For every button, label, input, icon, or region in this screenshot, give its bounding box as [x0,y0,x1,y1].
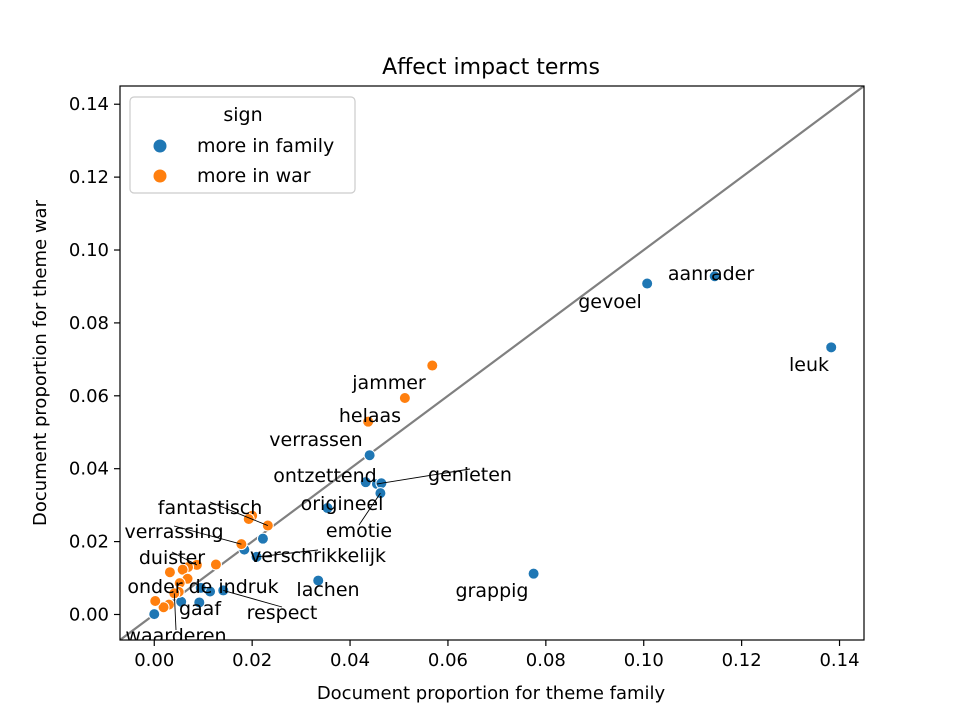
leader-line-duister [171,551,198,566]
x-axis-label: Document proportion for theme family [317,683,666,704]
point-more-in-family-lachen [312,574,325,587]
point-more-in-family-onder-de-indruk [194,581,207,594]
point-more-in-family [363,449,376,462]
point-annotations: leuk aanrader gevoel grappig genieten ontzett… [124,263,829,647]
x-tick-label: 0.14 [819,650,859,671]
point-more-in-war [163,566,176,579]
chart-title: Affect impact terms [382,55,600,80]
x-tick-label: 0.12 [722,650,762,671]
annotation-leader-lines [171,468,471,631]
point-more-in-war-jammer [426,359,439,372]
legend: sign more in family more in war [129,96,356,194]
y-axis-ticks: 0.00 0.02 0.04 0.06 0.08 0.10 0.12 0.14 [69,94,120,625]
annotation-helaas: helaas [339,405,401,427]
leader-line-verschrikkelijk [256,549,319,558]
x-tick-label: 0.08 [526,650,566,671]
leader-line-genieten [376,468,471,485]
plot-frame [119,85,865,641]
y-tick-label: 0.12 [69,167,109,188]
leader-line-verrassing [173,525,242,545]
point-more-in-family-ontzettend [359,476,372,489]
legend-title: sign [223,104,262,126]
y-tick-label: 0.10 [69,240,109,261]
annotation-grappig: grappig [456,580,529,602]
point-more-in-family [256,532,269,545]
annotation-ontzettend: ontzettend [273,465,376,487]
y-tick-label: 0.08 [69,313,109,334]
leader-line-fantastisch [209,501,268,526]
x-axis-ticks: 0.00 0.02 0.04 0.06 0.08 0.10 0.12 0.14 [134,640,860,671]
annotation-verschrikkelijk: verschrikkelijk [250,545,386,567]
annotation-onder-de-indruk: onder de indruk [127,576,278,598]
point-more-in-family-gevoel [641,277,654,290]
x-tick-label: 0.04 [330,650,370,671]
annotation-respect: respect [247,602,318,624]
annotation-leuk: leuk [789,354,829,376]
point-more-in-war-verrassen [362,415,375,428]
annotation-emotie: emotie [326,520,392,542]
point-more-in-war-helaas [398,391,411,404]
plot-area: leuk aanrader gevoel grappig genieten ontzett… [120,86,864,647]
point-more-in-family [148,608,161,621]
point-more-in-family-origineel [321,502,334,515]
point-more-in-war [157,601,170,614]
annotation-duister: duister [139,547,205,569]
annotation-lachen: lachen [296,579,359,601]
annotation-fantastisch: fantastisch [158,497,262,519]
annotation-verrassing: verrassing [124,521,223,543]
legend-label-more-in-family: more in family [197,135,334,157]
x-tick-label: 0.06 [428,650,468,671]
annotation-genieten: genieten [428,464,512,486]
y-tick-label: 0.04 [69,459,109,480]
annotation-origineel: origineel [301,493,384,515]
x-tick-label: 0.10 [624,650,664,671]
annotation-aanrader: aanrader [668,263,755,285]
x-tick-label: 0.02 [232,650,272,671]
y-axis-label: Document proportion for theme war [30,199,51,526]
leader-line-emotie [358,492,381,526]
leader-line-respect [223,589,283,608]
legend-label-more-in-war: more in war [197,165,311,187]
point-more-in-war [209,558,222,571]
point-more-in-war [176,563,189,576]
annotation-waarderen: waarderen [125,625,226,647]
annotation-gaaf: gaaf [179,598,222,620]
annotation-jammer: jammer [351,372,426,394]
point-more-in-war [149,595,162,608]
y-tick-label: 0.02 [69,532,109,553]
legend-box [129,96,356,194]
legend-marker-more-in-family [152,138,168,154]
x-tick-label: 0.00 [134,650,174,671]
scatter-points [148,270,838,621]
y-tick-label: 0.00 [69,604,109,625]
legend-marker-more-in-war [152,168,168,184]
point-more-in-family-grappig [527,567,540,580]
annotation-gevoel: gevoel [578,291,642,313]
y-tick-label: 0.14 [69,94,109,115]
y-tick-label: 0.06 [69,386,109,407]
point-more-in-family-aanrader [708,270,721,283]
leader-line-waarderen [173,593,177,631]
point-more-in-family [193,596,206,609]
annotation-verrassen: verrassen [269,429,362,451]
point-more-in-family-leuk [825,341,838,354]
